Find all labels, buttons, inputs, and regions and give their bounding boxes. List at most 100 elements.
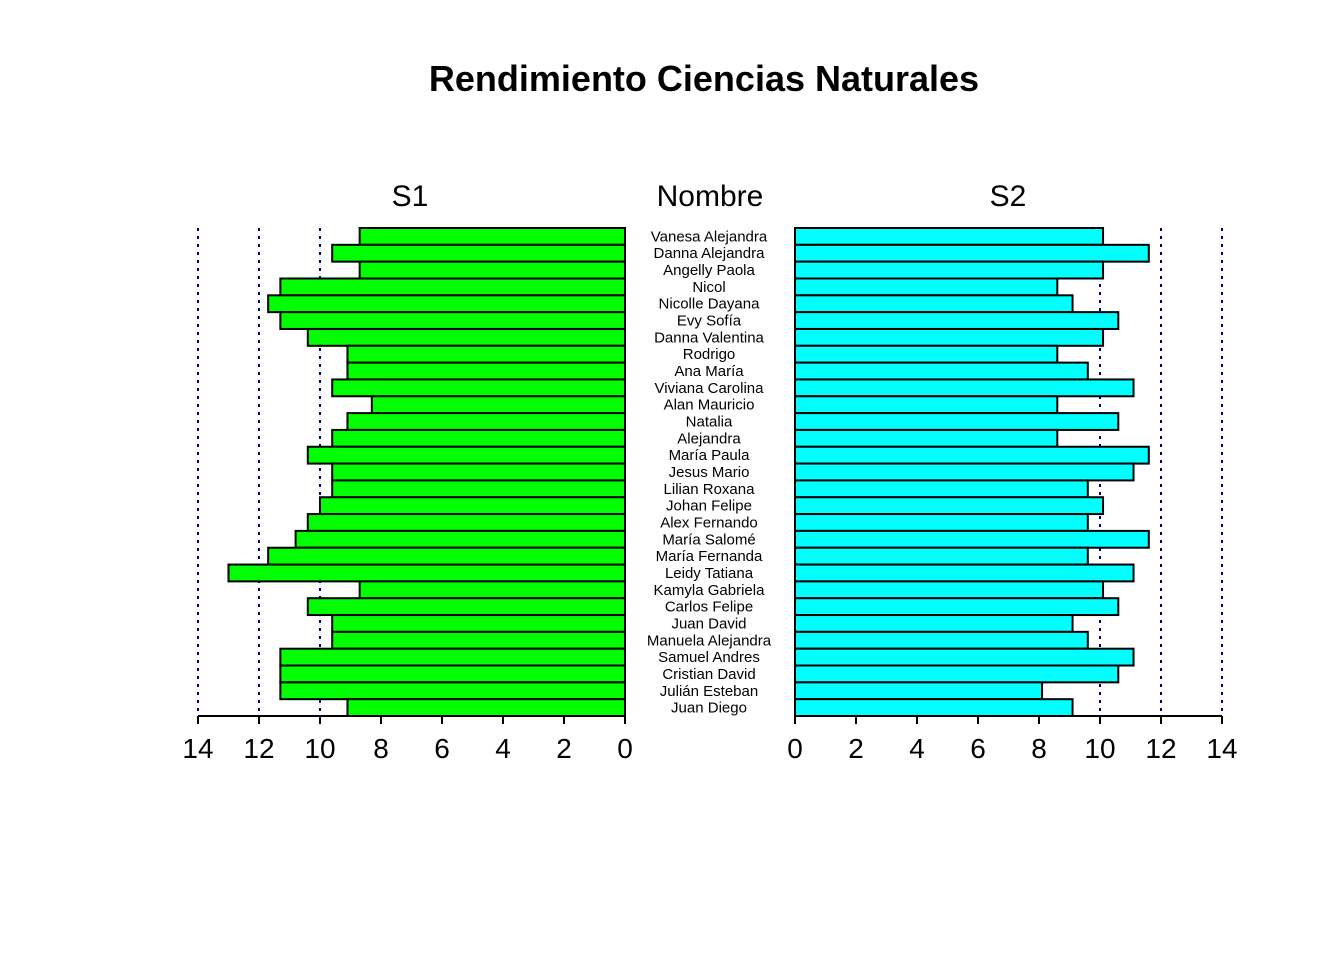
bar-s1-23 — [331, 614, 626, 633]
bar-s2-26 — [794, 664, 1120, 684]
category-label-0: Vanesa Alejandra — [651, 228, 768, 245]
tick-label-left-2: 2 — [556, 733, 572, 764]
bar-s1-24 — [331, 630, 626, 650]
category-label-6: Danna Valentina — [654, 329, 764, 346]
bar-s2-10 — [794, 395, 1059, 415]
bar-s2-5 — [794, 311, 1120, 330]
bar-s1-16 — [319, 496, 626, 516]
category-label-12: Alejandra — [677, 430, 741, 447]
bar-s2-3 — [794, 277, 1059, 297]
bar-s2-12 — [794, 428, 1059, 448]
tick-label-left-8: 8 — [373, 733, 389, 764]
bar-s1-15 — [331, 479, 626, 499]
bar-s2-24 — [794, 630, 1089, 650]
bar-s2-4 — [794, 294, 1074, 314]
bar-s2-0 — [794, 227, 1105, 246]
bar-s1-21 — [358, 580, 626, 600]
tick-label-left-0: 0 — [617, 733, 633, 764]
bar-s1-13 — [306, 445, 626, 465]
bar-s1-20 — [227, 563, 626, 583]
tick-label-left-6: 6 — [434, 733, 450, 764]
category-label-20: Leidy Tatiana — [665, 565, 754, 582]
bar-s2-23 — [794, 614, 1074, 633]
bar-s1-3 — [279, 277, 626, 297]
category-label-4: Nicolle Dayana — [659, 296, 761, 313]
category-label-5: Evy Sofía — [677, 313, 742, 330]
category-label-23: Juan David — [671, 615, 746, 632]
series-label-s1: S1 — [391, 180, 429, 213]
bar-s1-1 — [331, 243, 626, 263]
bar-s2-6 — [794, 327, 1105, 347]
category-label-17: Alex Fernando — [660, 514, 758, 531]
category-label-2: Angelly Paola — [663, 262, 755, 279]
bar-s1-12 — [331, 428, 626, 448]
tick-label-right-10: 10 — [1084, 733, 1115, 764]
bar-s1-14 — [331, 462, 626, 482]
bar-s1-9 — [331, 378, 626, 398]
bar-s2-20 — [794, 563, 1135, 583]
bar-s2-7 — [794, 344, 1059, 364]
chart-title: Rendimiento Ciencias Naturales — [428, 58, 980, 99]
bar-s1-5 — [279, 311, 626, 330]
category-label-19: María Fernanda — [656, 548, 763, 565]
category-label-26: Cristian David — [662, 666, 755, 683]
center-label: Nombre — [656, 180, 764, 213]
category-label-8: Ana María — [674, 363, 744, 380]
bar-s2-15 — [794, 479, 1089, 499]
bar-s1-22 — [306, 597, 626, 617]
bar-s1-17 — [306, 513, 626, 532]
tick-label-left-12: 12 — [243, 733, 274, 764]
bar-s1-26 — [279, 664, 626, 684]
tick-label-right-8: 8 — [1031, 733, 1047, 764]
bar-s1-27 — [279, 681, 626, 701]
bar-s2-8 — [794, 361, 1089, 381]
category-label-22: Carlos Felipe — [665, 599, 753, 616]
tick-label-right-14: 14 — [1206, 733, 1237, 764]
bar-s2-27 — [794, 681, 1044, 701]
category-label-25: Samuel Andres — [658, 649, 760, 666]
bar-s2-18 — [794, 529, 1150, 549]
category-label-13: María Paula — [669, 447, 751, 464]
series-label-s2: S2 — [989, 180, 1027, 213]
tick-label-left-4: 4 — [495, 733, 511, 764]
bar-s1-10 — [370, 395, 626, 415]
bar-s1-2 — [358, 260, 626, 280]
category-label-7: Rodrigo — [683, 346, 736, 363]
bar-s2-22 — [794, 597, 1120, 617]
bar-s2-25 — [794, 647, 1135, 667]
bar-s2-16 — [794, 496, 1105, 516]
tick-label-right-12: 12 — [1145, 733, 1176, 764]
bar-s2-28 — [794, 698, 1074, 718]
tick-label-right-0: 0 — [787, 733, 803, 764]
bar-s1-19 — [267, 546, 626, 566]
bar-s2-11 — [794, 412, 1120, 431]
bar-s2-19 — [794, 546, 1089, 566]
bar-s2-13 — [794, 445, 1150, 465]
bar-s1-25 — [279, 647, 626, 667]
category-label-3: Nicol — [692, 279, 725, 296]
bar-s1-11 — [346, 412, 626, 431]
category-label-16: Johan Felipe — [666, 498, 752, 515]
bar-s1-6 — [306, 327, 626, 347]
bar-s2-2 — [794, 260, 1105, 280]
category-label-15: Lilian Roxana — [664, 481, 756, 498]
bar-s2-14 — [794, 462, 1135, 482]
tick-label-left-10: 10 — [304, 733, 335, 764]
category-label-27: Julián Esteban — [660, 683, 758, 700]
tick-label-right-4: 4 — [909, 733, 925, 764]
category-label-10: Alan Mauricio — [664, 397, 755, 414]
tick-label-left-14: 14 — [182, 733, 213, 764]
category-label-18: María Salomé — [662, 531, 755, 548]
bar-s2-9 — [794, 378, 1135, 398]
category-label-14: Jesus Mario — [669, 464, 750, 481]
bar-s1-7 — [346, 344, 626, 364]
tick-label-right-2: 2 — [848, 733, 864, 764]
bar-s1-0 — [358, 227, 626, 246]
category-label-21: Kamyla Gabriela — [654, 582, 766, 599]
bar-s2-1 — [794, 243, 1150, 263]
bar-s1-8 — [346, 361, 626, 381]
category-label-1: Danna Alejandra — [654, 245, 766, 262]
category-label-9: Viviana Carolina — [655, 380, 765, 397]
bar-s1-4 — [267, 294, 626, 314]
